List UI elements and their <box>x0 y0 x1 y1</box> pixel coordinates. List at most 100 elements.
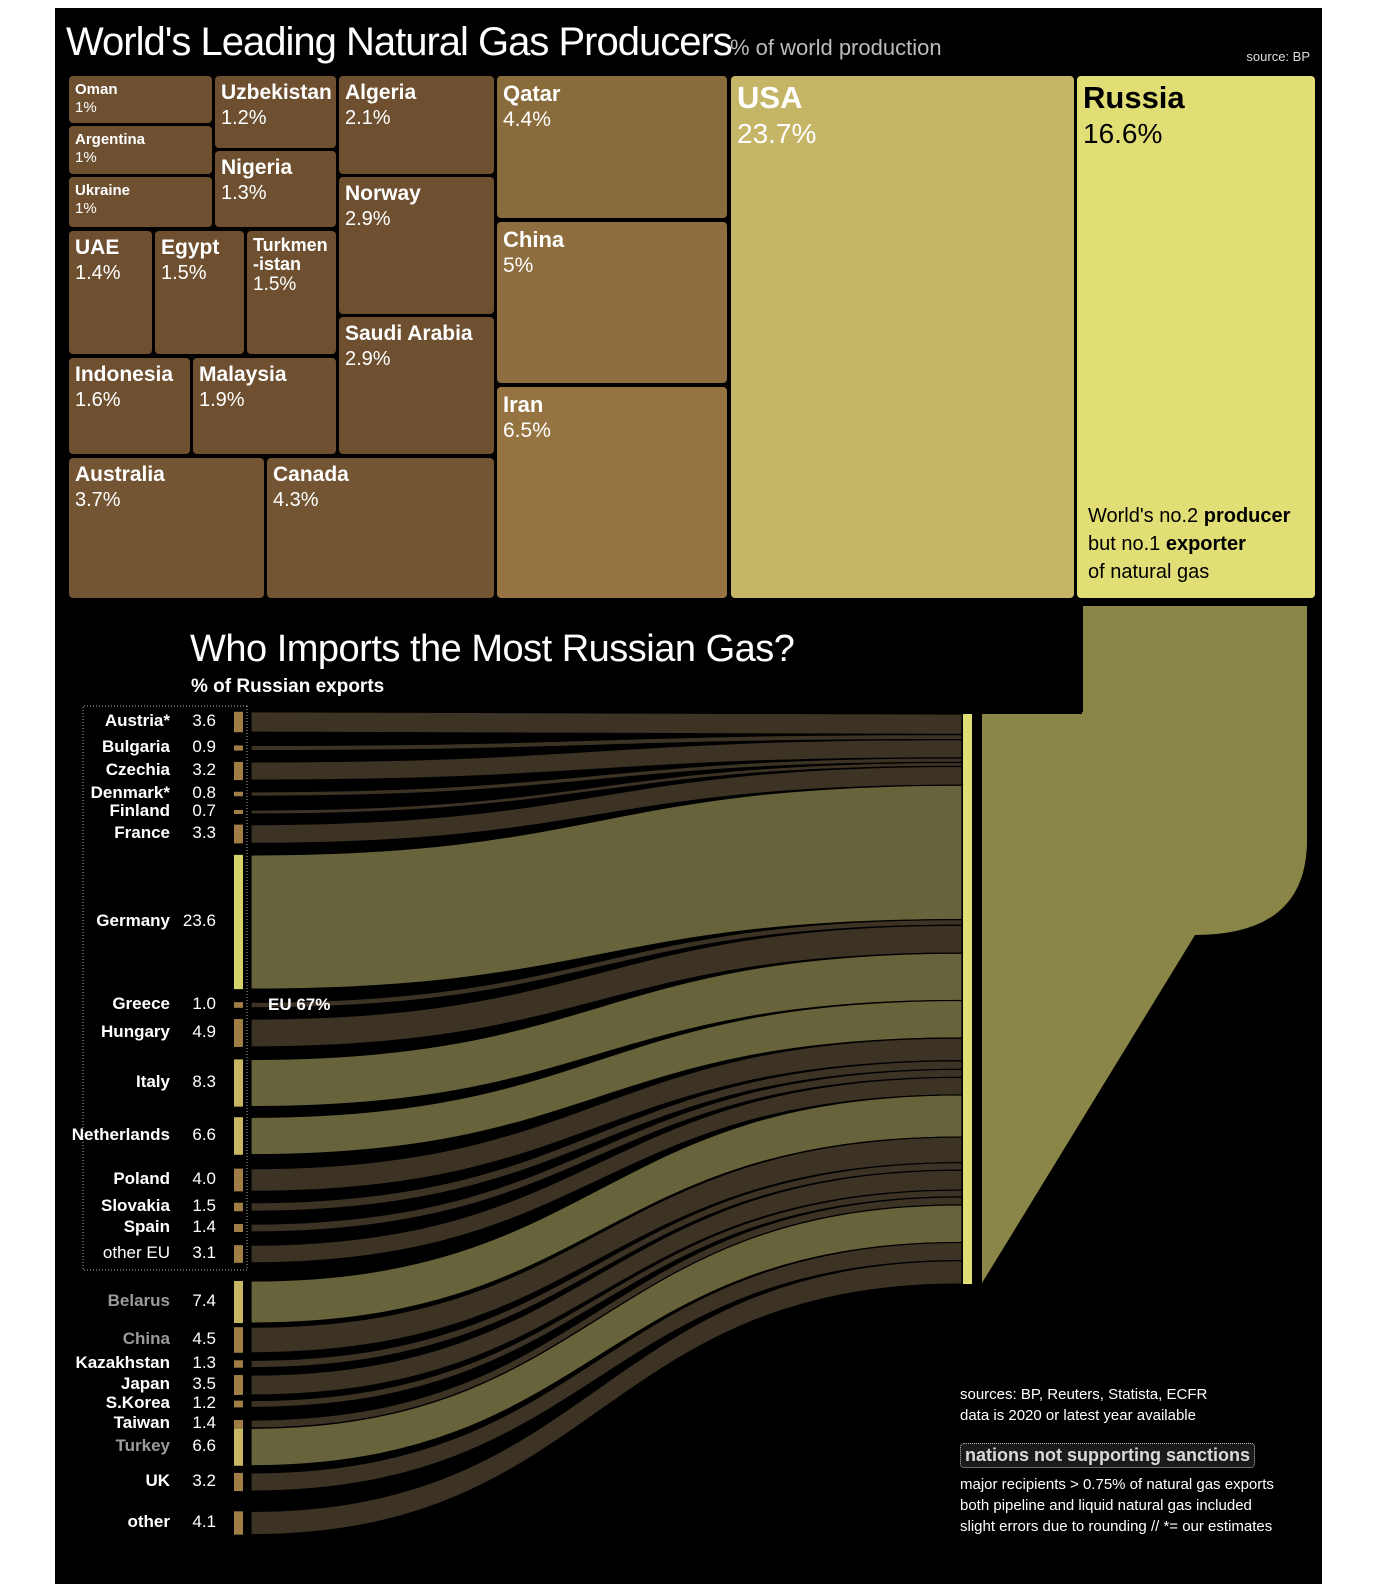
importer-value: 1.2 <box>192 1393 216 1412</box>
importer-name: Kazakhstan <box>75 1353 170 1372</box>
tile-name: Australia <box>75 463 165 486</box>
importer-name: Finland <box>109 801 170 820</box>
tile-name: UAE <box>75 236 120 259</box>
importer-value: 1.4 <box>192 1217 216 1236</box>
producers-title: World's Leading Natural Gas Producers <box>66 20 733 64</box>
importer-value: 3.2 <box>192 760 216 779</box>
tile-oman: Oman 1% <box>69 76 212 123</box>
tile-name: China <box>503 227 565 252</box>
russia-stack-bar <box>963 714 972 1284</box>
importer-value: 3.1 <box>192 1243 216 1262</box>
importer-value: 3.5 <box>192 1374 216 1393</box>
importer-name: Netherlands <box>71 1125 170 1144</box>
importer-name: Turkey <box>115 1436 171 1455</box>
tile-value: 1.5% <box>253 274 297 295</box>
importer-value: 6.6 <box>192 1125 216 1144</box>
tile-name: Canada <box>273 463 349 486</box>
producers-source: source: BP <box>1246 49 1310 64</box>
tile-value: 16.6% <box>1083 118 1163 149</box>
tile-turkmen-istan: Turkmen -istan 1.5% <box>247 231 336 354</box>
importer-name: S.Korea <box>105 1393 170 1412</box>
tile-name: Nigeria <box>221 156 293 179</box>
tile-ukraine: Ukraine 1% <box>69 177 212 227</box>
tile-value: 1.3% <box>221 182 267 204</box>
tile-iran: Iran 6.5% <box>497 387 727 598</box>
tile-value: 1% <box>75 99 97 116</box>
tile-value: 1% <box>75 200 97 217</box>
tile-value: 2.9% <box>345 348 391 370</box>
bar-italy <box>234 1059 243 1107</box>
bar-japan <box>234 1375 243 1395</box>
tile-value: 1.5% <box>161 262 207 284</box>
tile-name: Algeria <box>345 81 417 104</box>
tile-value: 1.2% <box>221 107 267 129</box>
importer-value: 6.6 <box>192 1436 216 1455</box>
bar-greece <box>234 1002 243 1008</box>
importer-value: 4.5 <box>192 1329 216 1348</box>
tile-value: 1.9% <box>199 389 245 411</box>
bar-other-eu <box>234 1245 243 1263</box>
importer-name: Poland <box>113 1169 170 1188</box>
importer-value: 1.4 <box>192 1413 216 1432</box>
importer-name: Hungary <box>101 1022 170 1041</box>
tile-value: 3.7% <box>75 489 121 511</box>
footnote-rounding: slight errors due to rounding // *= our … <box>960 1518 1273 1535</box>
tile-value: 1.4% <box>75 262 121 284</box>
bar-germany <box>234 854 243 990</box>
bar-slovakia <box>234 1202 243 1212</box>
importer-name: China <box>122 1329 170 1348</box>
bar-turkey <box>234 1428 243 1466</box>
tile-value: 1.6% <box>75 389 121 411</box>
tile-china: China 5% <box>497 222 727 383</box>
imports-subtitle: % of Russian exports <box>191 676 385 697</box>
importer-value: 1.5 <box>192 1196 216 1215</box>
producers-subtitle: % of world production <box>730 35 942 60</box>
importer-name: Taiwan <box>113 1413 170 1432</box>
importer-value: 4.9 <box>192 1022 216 1041</box>
no-sanctions-legend: nations not supporting sanctions <box>960 1443 1255 1468</box>
importer-value: 7.4 <box>192 1291 216 1310</box>
tile-name: Uzbekistan <box>221 81 332 104</box>
imports-title-band <box>55 606 1083 712</box>
importer-value: 3.2 <box>192 1471 216 1490</box>
sources-line: sources: BP, Reuters, Statista, ECFR <box>960 1386 1208 1403</box>
bar-other <box>234 1511 243 1535</box>
tile-malaysia: Malaysia 1.9% <box>193 358 336 454</box>
tile-name: Turkmen -istan <box>253 235 328 274</box>
tile-name: USA <box>737 80 803 115</box>
eu-bracket <box>82 705 248 1271</box>
tile-name: Iran <box>503 392 544 417</box>
bar-taiwan <box>234 1420 243 1428</box>
bar-denmark- <box>234 791 243 797</box>
importer-value: 3.6 <box>192 711 216 730</box>
importer-value: 8.3 <box>192 1072 216 1091</box>
bar-china <box>234 1327 243 1353</box>
tile-egypt: Egypt 1.5% <box>155 231 244 354</box>
importer-name: Germany <box>96 911 170 930</box>
tile-uzbekistan: Uzbekistan 1.2% <box>215 76 336 148</box>
importer-name: Japan <box>120 1374 170 1393</box>
tile-nigeria: Nigeria 1.3% <box>215 151 336 227</box>
tile-name: Russia <box>1083 80 1185 115</box>
bar-czechia <box>234 761 243 781</box>
bar-bulgaria <box>234 745 243 751</box>
importer-value: 1.3 <box>192 1353 216 1372</box>
bar-uk <box>234 1472 243 1492</box>
importer-name: Bulgaria <box>101 737 170 756</box>
tile-indonesia: Indonesia 1.6% <box>69 358 190 454</box>
importer-name: Belarus <box>107 1291 170 1310</box>
importer-value: 4.1 <box>192 1512 216 1531</box>
tile-value: 4.4% <box>503 108 551 131</box>
tile-name: Indonesia <box>75 363 174 386</box>
tile-value: 2.9% <box>345 208 391 230</box>
tile-value: 6.5% <box>503 419 551 442</box>
eu-group-label: EU 67% <box>268 995 331 1014</box>
bar-finland <box>234 810 243 814</box>
importer-name: Slovakia <box>101 1196 170 1215</box>
flow-other <box>250 1260 963 1536</box>
bar-france <box>234 824 243 844</box>
importer-name: Italy <box>135 1072 170 1091</box>
tile-name: Malaysia <box>199 363 287 386</box>
bar-hungary <box>234 1019 243 1047</box>
